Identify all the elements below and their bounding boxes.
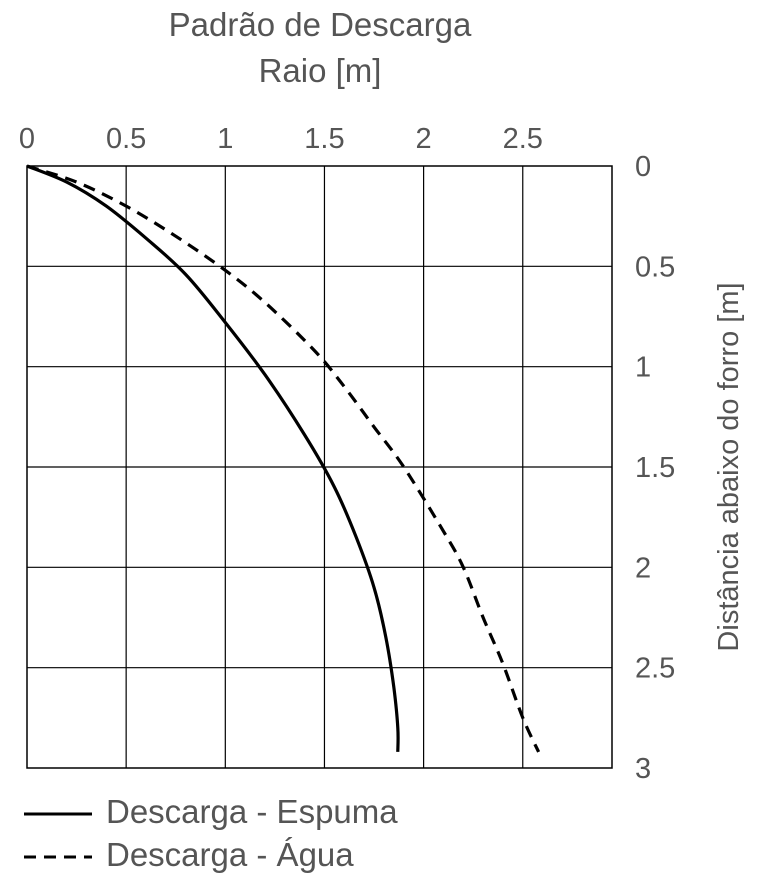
series-layer bbox=[26, 164, 541, 753]
y-tick-label: 0 bbox=[635, 151, 651, 183]
series-line-agua bbox=[26, 164, 541, 753]
y-axis-label: Distância abaixo do forro [m] bbox=[713, 282, 745, 651]
legend-label: Descarga - Água bbox=[106, 836, 354, 873]
x-tick-label: 0 bbox=[19, 123, 35, 155]
x-tick-label: 1 bbox=[217, 123, 233, 155]
legend-swatch-solid bbox=[24, 812, 92, 816]
x-tick-label: 2.5 bbox=[503, 123, 543, 155]
x-tick-label: 0.5 bbox=[106, 123, 146, 155]
y-tick-label: 1.5 bbox=[635, 452, 675, 484]
x-ticks: 0 0.5 1 1.5 2 2.5 bbox=[19, 123, 543, 155]
x-axis-label: Raio [m] bbox=[258, 52, 382, 89]
y-ticks: 0 0.5 1 1.5 2 2.5 3 bbox=[635, 151, 675, 785]
legend-item-espuma: Descarga - Espuma bbox=[24, 793, 398, 831]
x-tick-label: 1.5 bbox=[304, 123, 344, 155]
y-tick-label: 1 bbox=[635, 352, 651, 384]
y-tick-label: 3 bbox=[635, 753, 651, 785]
x-tick-label: 2 bbox=[416, 123, 432, 155]
legend-label: Descarga - Espuma bbox=[106, 793, 398, 830]
y-tick-label: 2.5 bbox=[635, 653, 675, 685]
legend-item-agua: Descarga - Água bbox=[24, 836, 354, 874]
y-tick-label: 2 bbox=[635, 552, 651, 584]
legend-swatch-dashed bbox=[24, 855, 92, 859]
discharge-pattern-chart: 0 0.5 1 1.5 2 2.5 0 0.5 1 1.5 2 2.5 3 Distância aba… bbox=[19, 123, 745, 785]
chart-title: Padrão de Descarga bbox=[168, 6, 472, 43]
series-line-espuma bbox=[26, 164, 400, 752]
y-tick-label: 0.5 bbox=[635, 251, 675, 283]
grid bbox=[26, 165, 613, 769]
